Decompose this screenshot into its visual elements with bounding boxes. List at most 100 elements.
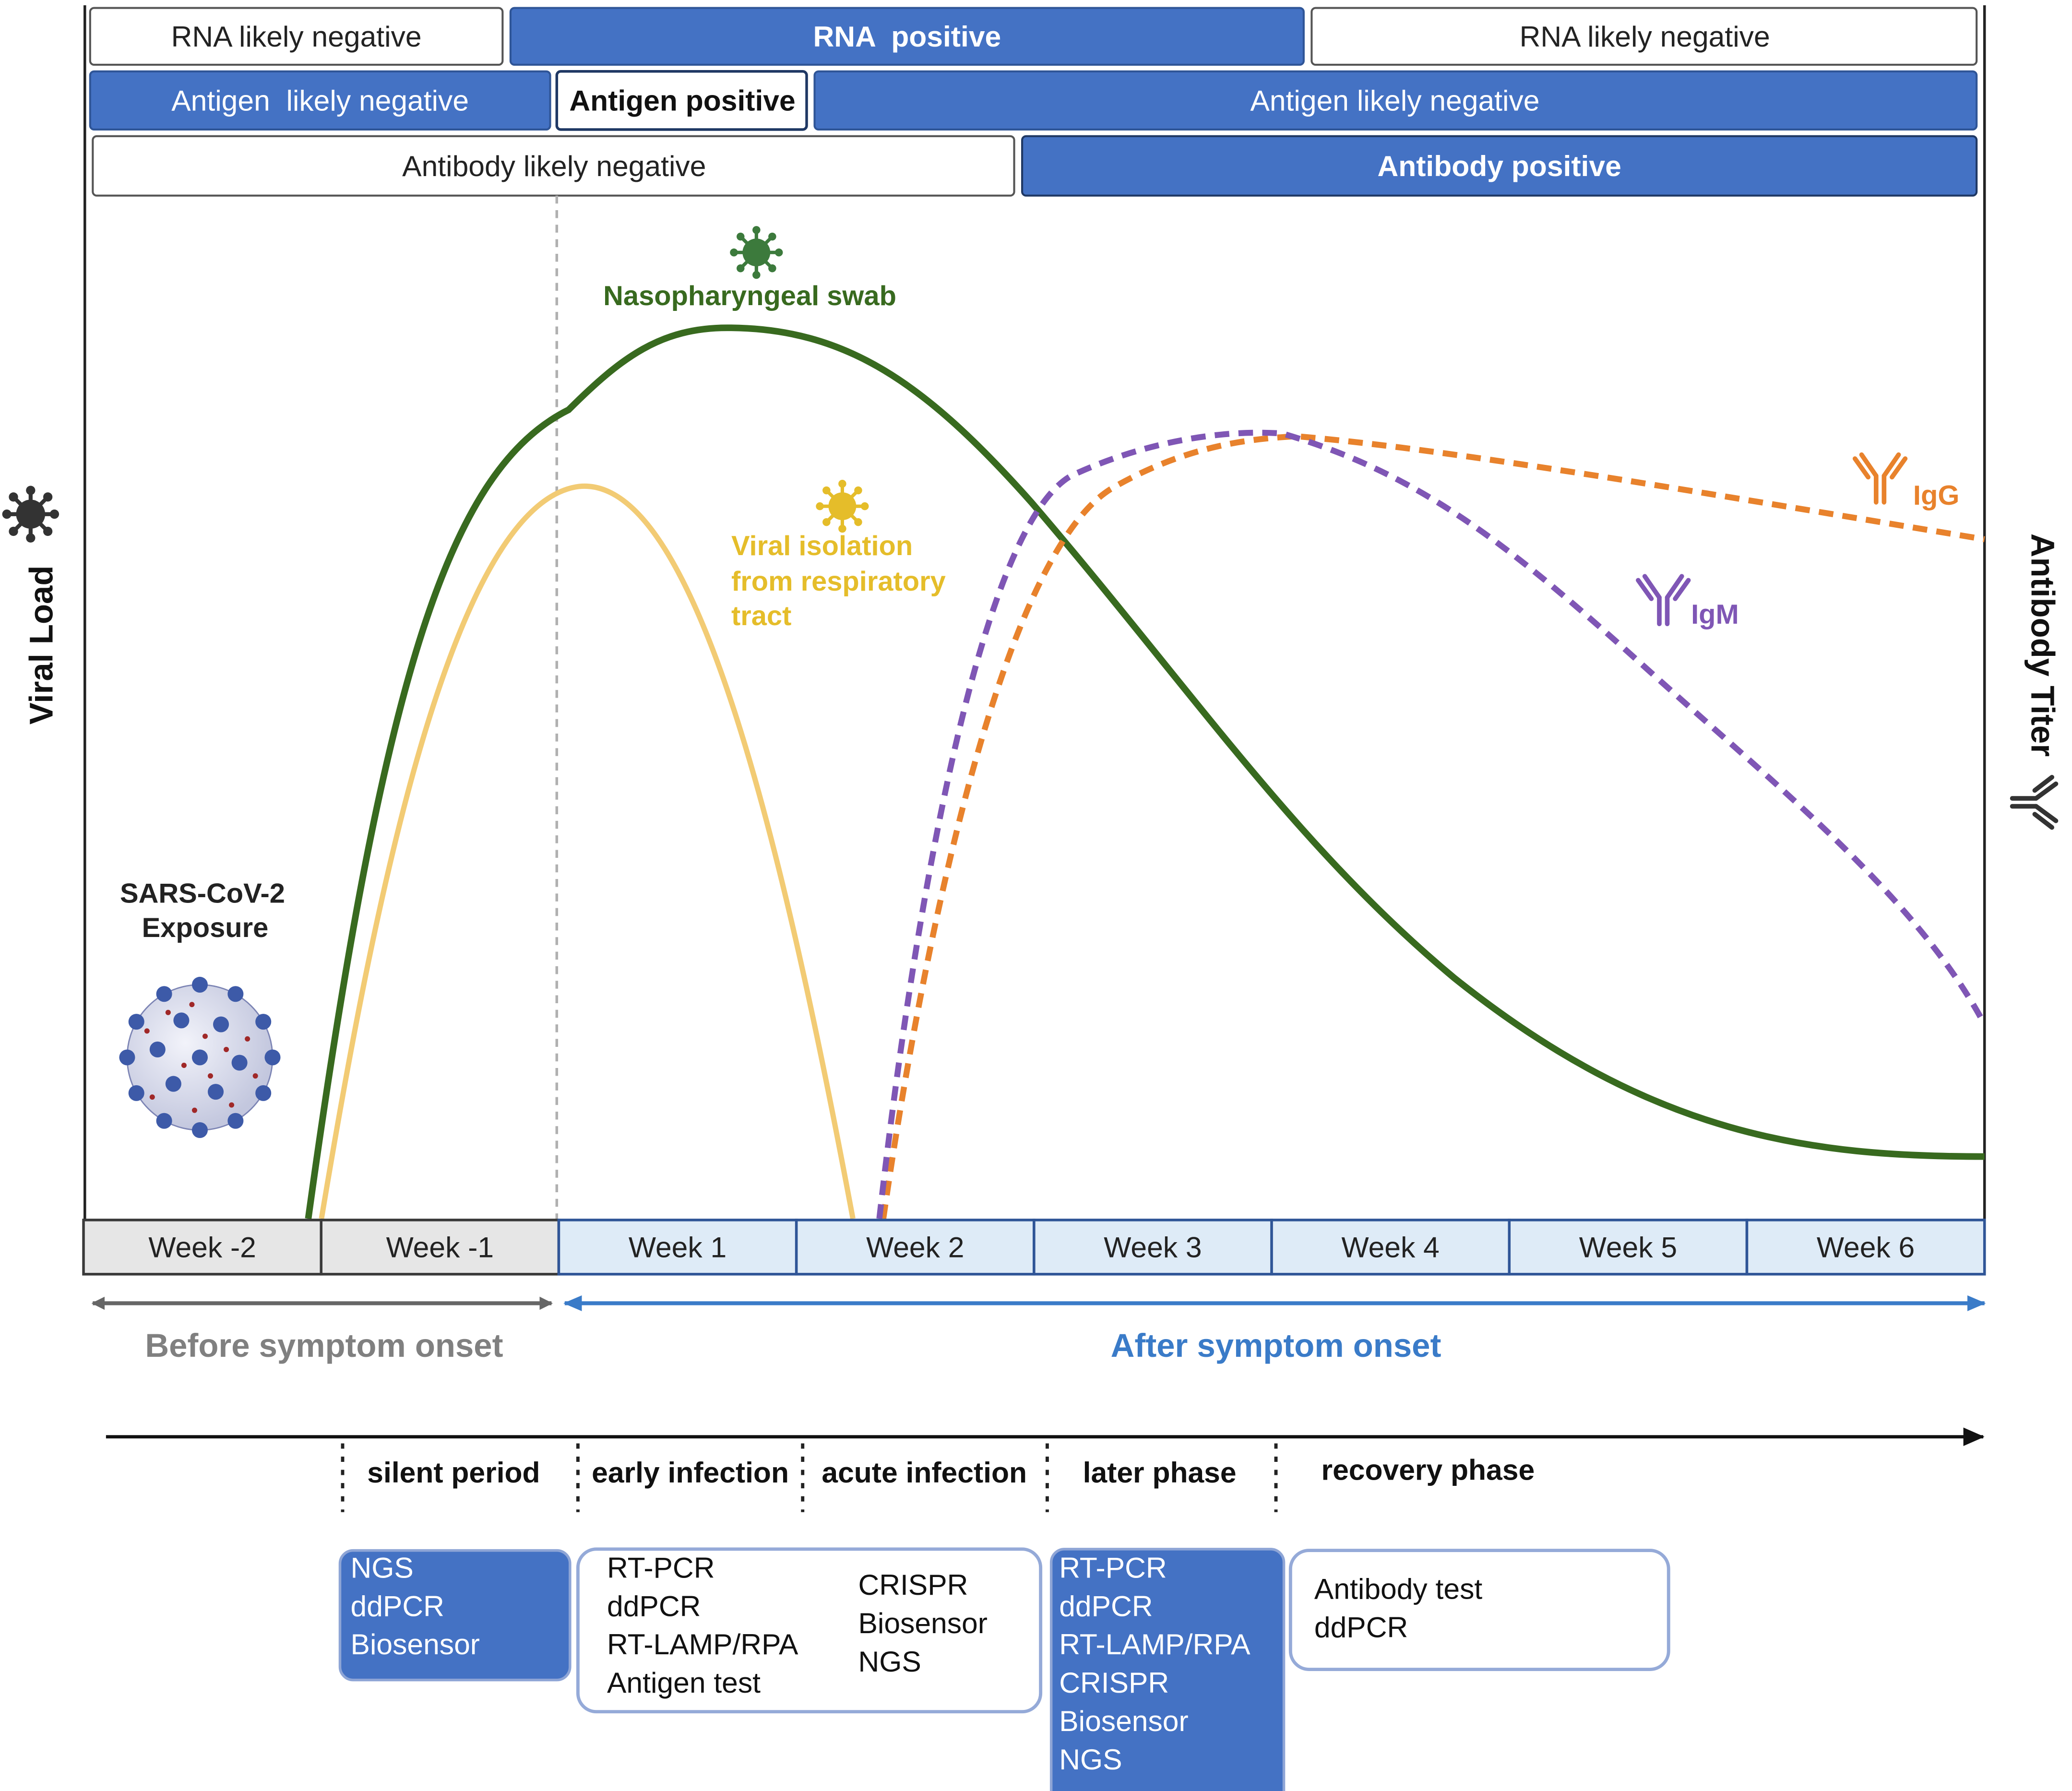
viral-isolation-label-line-3: tract <box>731 601 791 631</box>
week-cell: Week 1 <box>557 1219 798 1276</box>
week-cell: Week -2 <box>82 1219 322 1276</box>
curves <box>305 324 1988 1220</box>
antibody-status-row: Antibody likely negative Antibody positi… <box>92 135 1978 197</box>
phase-early-label: early infection <box>592 1456 789 1489</box>
viral-isolation-label-line-1: Viral isolation <box>731 531 913 561</box>
method-item: RT-PCR <box>607 1551 714 1584</box>
method-item: ddPCR <box>1059 1589 1153 1622</box>
week-cell: Week 2 <box>795 1219 1036 1276</box>
method-item: ddPCR <box>607 1589 701 1622</box>
week-strip: Week -2 Week -1 Week 1 Week 2 Week 3 Week 4 We… <box>82 1219 1986 1276</box>
phase-later-label: later phase <box>1083 1456 1237 1489</box>
week-cell: Week 6 <box>1745 1219 1986 1276</box>
recovery-methods-box: Antibody test ddPCR <box>1288 1549 1670 1671</box>
igg-label: IgG <box>1913 480 1959 511</box>
method-item: RT-LAMP/RPA <box>1059 1628 1250 1661</box>
nasopharyngeal-label: Nasopharyngeal swab <box>603 281 896 311</box>
nasopharyngeal-annotation: Nasopharyngeal swab <box>603 226 896 311</box>
after-onset-label: After symptom onset <box>1111 1327 1441 1364</box>
later-methods-box: RT-PCR ddPCR RT-LAMP/RPA CRISPR Biosenso… <box>1049 1548 1286 1791</box>
plot-frame <box>83 5 1986 1276</box>
week-cell: Week -1 <box>320 1219 560 1276</box>
method-item: Antibody test <box>1314 1572 1482 1605</box>
antibody-negative-box <box>92 135 1015 197</box>
antibody-positive-label: Antibody positive <box>1377 150 1621 182</box>
exposure-label-line-1: SARS-CoV-2 <box>120 878 285 909</box>
week-label: Week -2 <box>148 1231 256 1263</box>
igg-annotation: IgG <box>1852 452 1959 511</box>
method-item: ddPCR <box>1314 1611 1408 1643</box>
method-item: NGS <box>1059 1743 1122 1776</box>
rna-positive-label: RNA positive <box>813 20 1001 53</box>
method-item: CRISPR <box>858 1568 968 1601</box>
method-boxes: NGS ddPCR Biosensor RT-PCR ddPCR RT-LAMP… <box>338 1547 1670 1791</box>
before-onset-label: Before symptom onset <box>145 1327 503 1364</box>
rna-positive-box <box>509 7 1305 66</box>
antigen-negative-early-label: Antigen likely negative <box>171 84 469 117</box>
igm-label: IgM <box>1691 599 1739 630</box>
phase-timeline: silent period early infection acute infe… <box>106 1427 1985 1512</box>
antigen-status-row: Antigen likely negative Antigen positive… <box>89 70 1978 131</box>
method-item: Biosensor <box>858 1607 987 1639</box>
igg-curve <box>880 433 1985 1219</box>
rna-negative-early-label: RNA likely negative <box>171 20 422 53</box>
antibody-icon <box>1636 574 1691 627</box>
week-label: Week 1 <box>629 1231 726 1263</box>
phase-silent-label: silent period <box>367 1456 540 1489</box>
week-label: Week -1 <box>386 1231 494 1263</box>
right-axis: Antibody Titer <box>2010 534 2061 830</box>
week-label: Week 3 <box>1104 1231 1202 1263</box>
method-item: CRISPR <box>1059 1666 1169 1699</box>
antigen-positive-box <box>555 70 808 131</box>
antigen-negative-early-box <box>89 70 551 131</box>
antigen-negative-late-label: Antigen likely negative <box>1250 84 1540 117</box>
sars-cov-2-particle-icon <box>119 976 281 1139</box>
week-label: Week 2 <box>866 1231 964 1263</box>
antigen-positive-label: Antigen positive <box>569 84 795 117</box>
rna-negative-late-box <box>1310 7 1978 66</box>
method-item: Biosensor <box>1059 1705 1188 1737</box>
virus-icon <box>730 226 783 279</box>
viral-isolation-annotation: Viral isolation from respiratory tract <box>731 480 946 631</box>
method-item: NGS <box>858 1645 921 1678</box>
igm-annotation: IgM <box>1636 574 1739 630</box>
method-item: ddPCR <box>351 1589 444 1622</box>
antigen-negative-late-box <box>813 70 1978 131</box>
week-cell: Week 4 <box>1270 1219 1511 1276</box>
antibody-positive-box <box>1021 135 1978 197</box>
nasopharyngeal-curve <box>305 324 1985 1220</box>
antibody-icon <box>1852 452 1908 505</box>
method-item: NGS <box>351 1551 414 1584</box>
left-axis-label: Viral Load <box>23 566 60 725</box>
right-axis-label: Antibody Titer <box>2024 534 2061 757</box>
left-axis: Viral Load <box>2 486 60 724</box>
antibody-icon <box>2010 775 2059 830</box>
phase-recovery-label: recovery phase <box>1322 1454 1535 1486</box>
early-acute-methods-box: RT-PCR ddPCR RT-LAMP/RPA Antigen test CR… <box>576 1547 1043 1714</box>
method-item: Biosensor <box>351 1628 480 1661</box>
rna-negative-late-label: RNA likely negative <box>1520 20 1770 53</box>
week-label: Week 4 <box>1342 1231 1440 1263</box>
rna-status-row: RNA likely negative RNA positive RNA lik… <box>89 7 1978 66</box>
week-cell: Week 3 <box>1033 1219 1273 1276</box>
method-item: Antigen test <box>607 1666 761 1699</box>
week-label: Week 5 <box>1579 1231 1677 1263</box>
silent-methods-box: NGS ddPCR Biosensor <box>338 1549 572 1682</box>
week-cell: Week 5 <box>1508 1219 1749 1276</box>
phase-acute-label: acute infection <box>822 1456 1027 1489</box>
exposure-label-line-2: Exposure <box>142 913 269 943</box>
method-item: RT-PCR <box>1059 1551 1167 1584</box>
method-item: RT-LAMP/RPA <box>607 1628 798 1661</box>
viral-isolation-label-line-2: from respiratory <box>731 566 946 597</box>
rna-negative-early-box <box>89 7 504 66</box>
virus-icon <box>2 486 60 543</box>
virus-icon <box>816 480 869 533</box>
exposure-annotation: SARS-CoV-2 Exposure <box>119 878 285 1139</box>
onset-arrows: Before symptom onset After symptom onset <box>91 1295 1986 1364</box>
antibody-negative-label: Antibody likely negative <box>402 150 706 182</box>
week-label: Week 6 <box>1817 1231 1915 1263</box>
viral-isolation-curve <box>319 483 856 1220</box>
igm-curve <box>876 429 1988 1219</box>
